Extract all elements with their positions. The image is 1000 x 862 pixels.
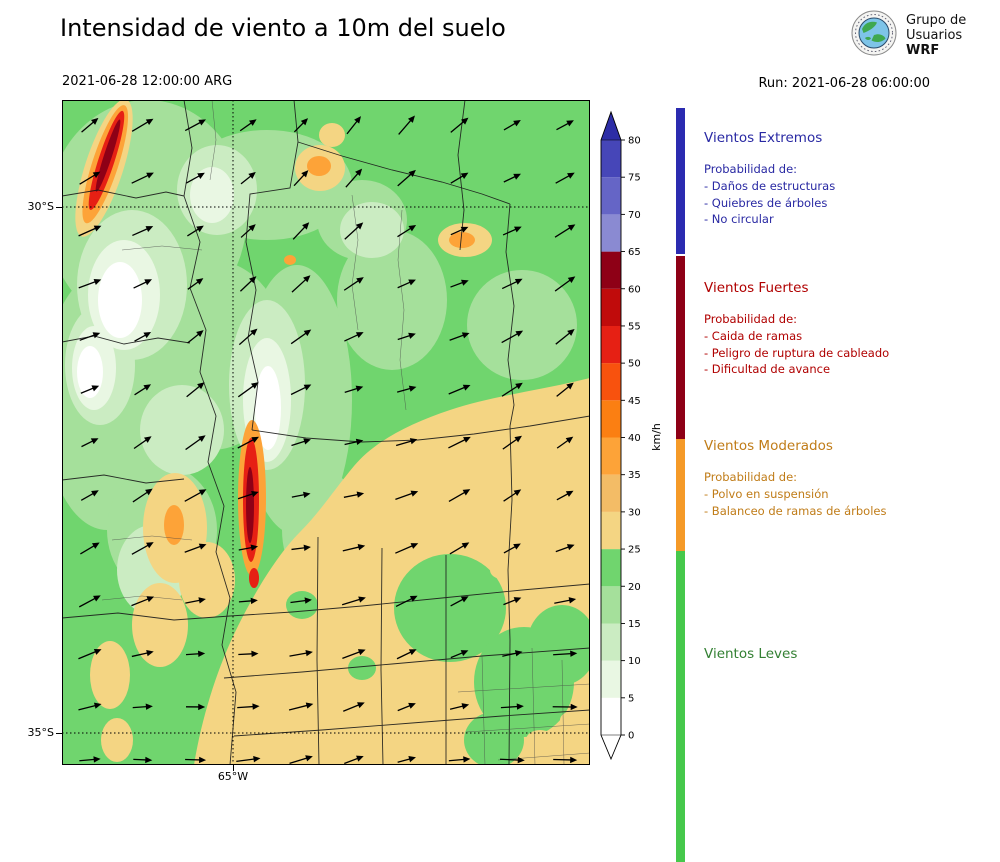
legend-item: - Balanceo de ramas de árboles [704, 503, 996, 520]
colorbar-segment [601, 475, 621, 512]
colorbar-tick-label: 10 [628, 656, 641, 667]
legend-item: - No circular [704, 211, 996, 228]
wind-intensity-map [62, 100, 590, 765]
colorbar-tick-label: 70 [628, 210, 641, 221]
wind-map-svg [62, 100, 590, 765]
colorbar-segment [601, 438, 621, 475]
colorbar-tick-label: 60 [628, 284, 641, 295]
legend-item: - Quiebres de árboles [704, 195, 996, 212]
colorbar-segment [601, 326, 621, 363]
colorbar-segment [601, 549, 621, 586]
colorbar-tick-label: 65 [628, 247, 641, 258]
legend-section-fuertes: Vientos Fuertes Probabilidad de: - Caida… [704, 280, 996, 378]
run-time-label: Run: 2021-06-28 06:00:00 [758, 76, 930, 91]
legend-title: Vientos Leves [704, 646, 996, 662]
valid-time-label: 2021-06-28 12:00:00 ARG [62, 74, 232, 89]
legend-prob-label: Probabilidad de: [704, 470, 996, 484]
logo-line-2: Usuarios [906, 28, 966, 43]
legend-bar-leves [676, 551, 685, 862]
legend-section-leves: Vientos Leves [704, 646, 996, 678]
lon-tick-65w [233, 765, 234, 771]
colorbar-tick-label: 30 [628, 507, 641, 518]
logo-text: Grupo de Usuarios WRF [906, 13, 966, 58]
colorbar-tick-label: 40 [628, 433, 641, 444]
colorbar-tick-label: 20 [628, 582, 641, 593]
legend-item: - Dificultad de avance [704, 361, 996, 378]
colorbar-segment [601, 400, 621, 437]
colorbar-tick-label: 45 [628, 396, 641, 407]
colorbar-segment [601, 512, 621, 549]
colorbar-segment [601, 177, 621, 214]
colorbar-tick-label: 75 [628, 173, 641, 184]
logo-line-1: Grupo de [906, 13, 966, 28]
colorbar-segment [601, 214, 621, 251]
colorbar-tick-label: 25 [628, 545, 641, 556]
page-title: Intensidad de viento a 10m del suelo [60, 14, 506, 42]
logo-line-3: WRF [906, 43, 966, 58]
colorbar-tick-label: 50 [628, 359, 641, 370]
colorbar-tick-label: 55 [628, 321, 641, 332]
colorbar-segment [601, 289, 621, 326]
legend-section-extremos: Vientos Extremos Probabilidad de: - Daño… [704, 130, 996, 228]
colorbar-segment [601, 140, 621, 177]
legend-item: - Polvo en suspensión [704, 486, 996, 503]
legend-item: - Peligro de ruptura de cableado [704, 345, 996, 362]
colorbar-tick-label: 80 [628, 136, 641, 147]
legend-item: - Daños de estructuras [704, 178, 996, 195]
colorbar-over-arrow [601, 112, 621, 140]
colorbar-tick-label: 0 [628, 731, 634, 742]
lat-tick-30s [56, 207, 62, 208]
legend-title: Vientos Extremos [704, 130, 996, 146]
colorbar-segment [601, 661, 621, 698]
legend-item: - Caida de ramas [704, 328, 996, 345]
colorbar-segment [601, 698, 621, 735]
globe-icon [851, 10, 897, 60]
wrf-users-group-logo: Grupo de Usuarios WRF [851, 10, 966, 60]
colorbar-tick-label: 35 [628, 470, 641, 481]
legend-prob-label: Probabilidad de: [704, 312, 996, 326]
colorbar-segment [601, 252, 621, 289]
lat-label-35s: 35°S [14, 726, 54, 740]
colorbar-tick-label: 15 [628, 619, 641, 630]
colorbar-tick-label: 5 [628, 693, 634, 704]
colorbar-segment [601, 363, 621, 400]
legend-panel: Vientos Extremos Probabilidad de: - Daño… [660, 100, 1000, 780]
colorbar-segment [601, 586, 621, 623]
legend-bar-extremos [676, 108, 685, 254]
legend-prob-label: Probabilidad de: [704, 162, 996, 176]
lat-label-30s: 30°S [14, 200, 54, 214]
legend-title: Vientos Fuertes [704, 280, 996, 296]
colorbar-segment [601, 623, 621, 660]
legend-title: Vientos Moderados [704, 438, 996, 454]
lat-tick-35s [56, 733, 62, 734]
colorbar-under-arrow [601, 735, 621, 759]
lon-label-65w: 65°W [203, 770, 263, 784]
legend-section-moderados: Vientos Moderados Probabilidad de: - Pol… [704, 438, 996, 519]
